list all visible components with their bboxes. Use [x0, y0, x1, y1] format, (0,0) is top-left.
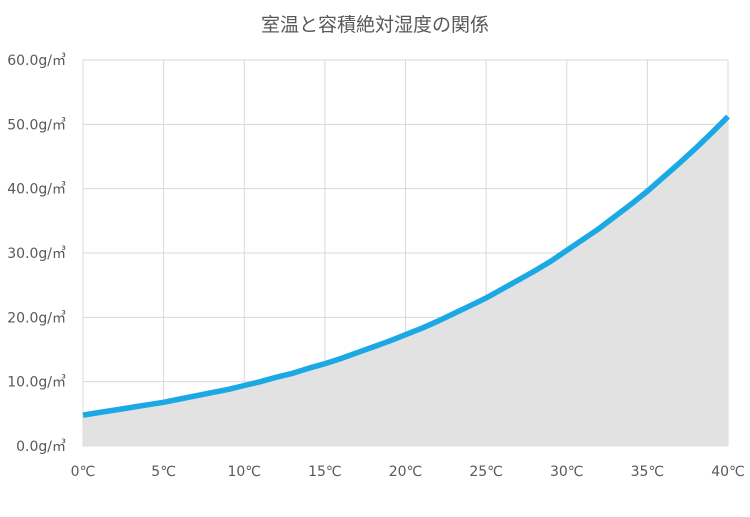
x-tick-label: 20℃: [389, 464, 423, 480]
x-tick-label: 40℃: [711, 464, 745, 480]
series-area-fill: [83, 116, 728, 446]
series-line: [82, 114, 730, 418]
x-tick-label: 0℃: [71, 464, 96, 480]
y-tick-label: 0.0g/㎥: [16, 439, 66, 455]
y-tick-label: 40.0g/㎥: [7, 182, 66, 198]
x-axis-tick-labels: 0℃ 5℃ 10℃ 15℃ 20℃ 25℃ 30℃ 35℃ 40℃: [71, 464, 745, 480]
y-tick-label: 20.0g/㎥: [7, 310, 66, 326]
x-tick-label: 15℃: [308, 464, 342, 480]
y-tick-label: 30.0g/㎥: [7, 246, 66, 262]
y-tick-label: 50.0g/㎥: [7, 117, 66, 133]
x-tick-label: 10℃: [227, 464, 261, 480]
x-tick-label: 30℃: [550, 464, 584, 480]
x-tick-label: 25℃: [469, 464, 503, 480]
y-tick-label: 10.0g/㎥: [7, 375, 66, 391]
x-tick-label: 5℃: [151, 464, 176, 480]
y-axis-tick-labels: 0.0g/㎥ 10.0g/㎥ 20.0g/㎥ 30.0g/㎥ 40.0g/㎥ 50.0g/…: [7, 53, 66, 455]
chart-title: 室温と容積絶対湿度の関係: [260, 14, 489, 36]
area-layer: [83, 116, 728, 446]
y-tick-label: 60.0g/㎥: [7, 53, 66, 69]
line-layer: [82, 114, 730, 418]
x-tick-label: 35℃: [631, 464, 665, 480]
